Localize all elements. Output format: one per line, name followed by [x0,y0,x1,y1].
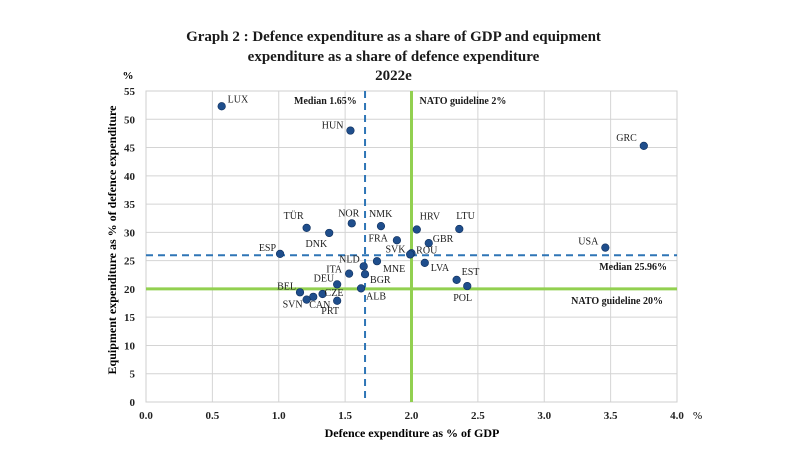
chart-title-line-3: 2022e [375,68,412,84]
point-label: HRV [420,212,441,223]
point-label: LVA [431,263,450,274]
point-label: SVK [385,244,406,255]
data-point-nmk [376,222,386,231]
data-point-ita [345,269,354,278]
point-label: ROU [416,245,438,256]
reference-line-label: NATO guideline 20% [571,296,663,307]
data-point-fra [392,236,401,245]
point-label: CZE [325,288,344,299]
point-label: TÜR [284,210,304,222]
point-label: CAN [309,300,330,311]
point-label: PRT [321,306,339,317]
y-tick-label: 0 [130,397,136,409]
point-label: DNK [306,239,328,250]
x-tick-label: 2.5 [471,410,485,422]
data-point-esp [275,249,285,258]
point-label: GRC [616,133,637,144]
y-tick-label: 30 [124,227,136,239]
point-label: EST [462,267,480,278]
data-point-cze [318,289,327,299]
point-label: POL [453,293,472,304]
point-label: LUX [228,94,249,105]
point-label: ESP [259,243,277,254]
x-tick-label: 0.0 [139,410,153,422]
data-point-gbr [424,239,433,248]
x-tick-label: 1.5 [338,410,352,422]
chart-title-line-2: expenditure as a share of defence expend… [247,49,540,65]
data-point-nld [359,262,368,271]
y-tick-label: 45 [124,143,136,155]
point-label: HUN [322,121,344,132]
data-point-mne [372,257,382,266]
axes: 0.0 0.5 1.0 1.5 2.0 2.5 3.0 3.5 4.0 0 5 10 15 20 25 30 3… [124,86,684,422]
x-tick-label: 0.5 [206,410,220,422]
x-tick-label: 1.0 [272,410,286,422]
x-tick-label: 3.5 [604,410,618,422]
point-label: DEU [314,273,335,284]
point-label: SVN [283,300,303,311]
data-point-tür [302,223,311,232]
chart-title-line-1: Graph 2 : Defence expenditure as a share… [186,29,601,45]
y-axis-unit: % [123,70,134,82]
x-tick-label: 2.0 [405,410,419,422]
data-point-lva [420,258,429,267]
reference-lines: Median 1.65% NATO guideline 2% Median 25.9… [146,91,677,402]
reference-line-label: NATO guideline 2% [420,96,507,107]
data-point-bel [295,288,305,297]
point-label: NMK [369,209,393,220]
y-tick-label: 55 [124,86,136,98]
point-label: BEL [277,281,296,292]
data-point-dnk [325,228,334,238]
x-tick-label: 3.0 [537,410,551,422]
point-label: LTU [456,211,475,222]
point-label: ALB [366,291,386,302]
y-tick-label: 50 [124,114,136,126]
data-point-pol [463,281,472,291]
data-point-usa [601,243,610,252]
x-tick-label: 4.0 [670,410,684,422]
data-point-rou [406,250,415,259]
reference-line-label: Median 1.65% [294,96,357,107]
point-label: MNE [383,264,405,275]
point-label: NOR [338,208,359,219]
y-tick-label: 10 [124,340,136,352]
data-point-nor [347,219,356,228]
data-point-svn [302,295,311,304]
data-point-hun [346,126,355,135]
point-label: USA [578,237,599,248]
data-point-grc [639,141,648,150]
y-tick-label: 35 [124,199,136,211]
data-point-lux [217,102,226,111]
point-label: NLD [339,254,360,265]
x-axis-label: Defence expenditure as % of GDP [325,426,500,440]
reference-line-label: Median 25.96% [599,262,667,273]
y-tick-label: 20 [124,284,136,296]
y-tick-label: 5 [130,369,136,381]
point-label: GBR [433,234,454,245]
y-tick-label: 40 [124,171,136,183]
data-point-est [452,275,461,284]
data-points: LUX HUN GRC TÜR NOR NMK HRV LTU DNK FRA GBR USA ESP S… [217,94,648,317]
x-axis-unit: % [693,410,702,422]
point-label: BGR [370,275,391,286]
data-point-deu [333,280,342,289]
data-point-alb [356,284,366,293]
data-point-hrv [412,225,421,234]
y-tick-label: 15 [124,312,136,324]
data-point-prt [333,296,342,305]
y-tick-label: 25 [124,256,136,268]
point-label: ITA [326,265,343,276]
y-axis-label: Equipment expenditure as % of defence ex… [105,105,119,375]
data-point-ltu [455,224,464,234]
point-label: FRA [368,233,388,244]
data-point-bgr [360,270,370,279]
